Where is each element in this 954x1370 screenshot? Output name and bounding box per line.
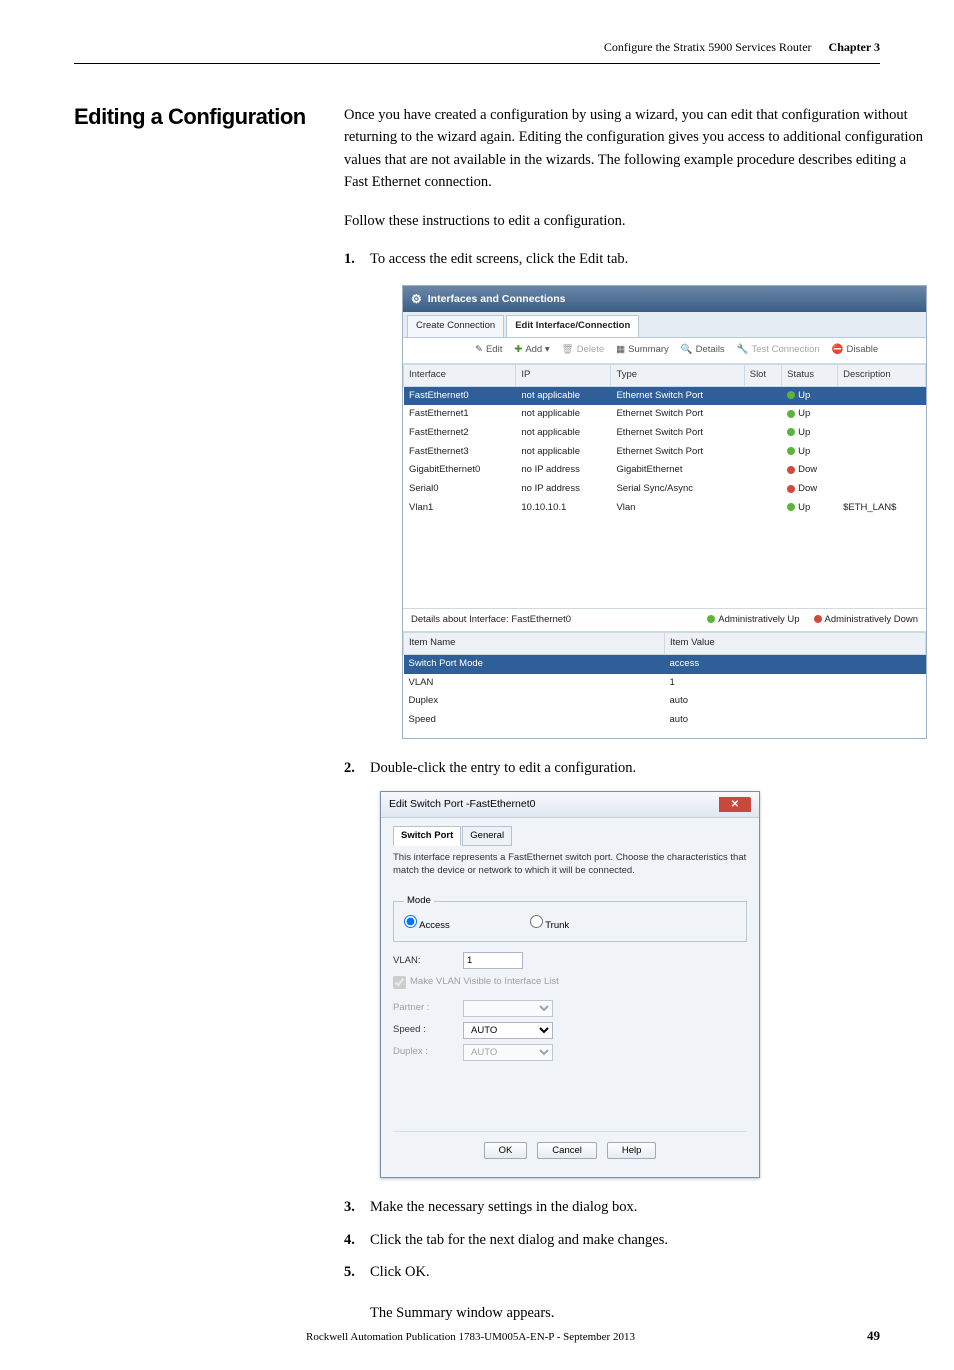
down-dot-icon: [814, 615, 822, 623]
table-row[interactable]: Duplexauto: [404, 692, 926, 711]
test-icon: 🔧: [737, 343, 749, 358]
mode-legend: Mode: [404, 894, 434, 909]
table-row[interactable]: FastEthernet3not applicableEthernet Swit…: [404, 443, 926, 462]
toolbar-delete[interactable]: 🗑Delete: [562, 343, 605, 358]
col-description[interactable]: Description: [838, 364, 926, 386]
table-row[interactable]: VLAN1: [404, 674, 926, 693]
table-row[interactable]: Speedauto: [404, 711, 926, 730]
step-3: Make the necessary settings in the dialo…: [344, 1196, 927, 1218]
make-vlan-visible-row: Make VLAN Visible to Interface List: [393, 975, 747, 990]
radio-trunk[interactable]: Trunk: [530, 915, 569, 934]
col-item-name[interactable]: Item Name: [404, 633, 665, 655]
partner-label: Partner :: [393, 1001, 453, 1016]
legend-up: Administratively Up: [707, 613, 799, 628]
step-3-text: Make the necessary settings in the dialo…: [370, 1199, 637, 1215]
toolbar-disable[interactable]: ⛔Disable: [832, 343, 879, 358]
speed-label: Speed :: [393, 1023, 453, 1038]
make-vlan-visible-label: Make VLAN Visible to Interface List: [410, 975, 559, 990]
page-footer: Rockwell Automation Publication 1783-UM0…: [74, 1328, 880, 1344]
header-section: Configure the Stratix 5900 Services Rout…: [604, 40, 812, 54]
panel-tabs: Create Connection Edit Interface/Connect…: [403, 312, 926, 338]
details-table: Item Name Item Value Switch Port Modeacc…: [403, 632, 926, 730]
toolbar-edit[interactable]: ✎Edit: [475, 343, 502, 358]
table-row[interactable]: Switch Port Modeaccess: [404, 655, 926, 674]
table-row[interactable]: GigabitEthernet0no IP addressGigabitEthe…: [404, 461, 926, 480]
col-status[interactable]: Status: [782, 364, 838, 386]
tab-switch-port[interactable]: Switch Port: [393, 826, 461, 847]
intro-paragraph: Once you have created a configuration by…: [344, 104, 927, 194]
table-row[interactable]: Serial0no IP addressSerial Sync/AsyncDow: [404, 480, 926, 499]
col-ip[interactable]: IP: [516, 364, 611, 386]
panel-title: Interfaces and Connections: [428, 291, 566, 307]
step-5: Click OK.: [344, 1261, 927, 1283]
tab-general[interactable]: General: [462, 826, 512, 847]
duplex-select: AUTO: [463, 1044, 553, 1061]
add-icon: ✚: [514, 343, 522, 358]
details-bar: Details about Interface: FastEthernet0 A…: [403, 608, 926, 633]
make-vlan-visible-checkbox: [393, 976, 406, 989]
panel-titlebar: ⚙ Interfaces and Connections: [403, 286, 926, 313]
col-item-value[interactable]: Item Value: [665, 633, 926, 655]
header-chapter: Chapter 3: [829, 40, 880, 54]
trash-icon: 🗑: [562, 343, 574, 358]
page-number: 49: [867, 1328, 880, 1344]
speed-select[interactable]: AUTO: [463, 1022, 553, 1039]
radio-trunk-input[interactable]: [530, 915, 543, 928]
step-2-text: Double-click the entry to edit a configu…: [370, 760, 636, 776]
page-header: Configure the Stratix 5900 Services Rout…: [74, 40, 880, 64]
dialog-title: Edit Switch Port -FastEthernet0: [389, 796, 535, 812]
edit-icon: ✎: [475, 343, 483, 358]
step-5-text: Click OK.: [370, 1264, 430, 1280]
step-4: Click the tab for the next dialog and ma…: [344, 1229, 927, 1251]
vlan-input[interactable]: [463, 952, 523, 969]
partner-select: [463, 1000, 553, 1017]
follow-paragraph: Follow these instructions to edit a conf…: [344, 210, 927, 232]
radio-access[interactable]: Access: [404, 915, 450, 934]
tab-create-connection[interactable]: Create Connection: [407, 315, 504, 337]
radio-access-input[interactable]: [404, 915, 417, 928]
interfaces-table: Interface IP Type Slot Status Descriptio…: [403, 364, 926, 518]
summary-window-text: The Summary window appears.: [370, 1302, 927, 1324]
close-button[interactable]: ✕: [719, 797, 751, 812]
mode-fieldset: Mode Access Trunk: [393, 894, 747, 942]
cancel-button[interactable]: Cancel: [537, 1142, 597, 1159]
gear-icon: ⚙: [411, 290, 422, 309]
dialog-description: This interface represents a FastEthernet…: [393, 852, 747, 878]
details-icon: 🔍: [681, 343, 693, 358]
vlan-label: VLAN:: [393, 954, 453, 969]
table-row[interactable]: Vlan110.10.10.1VlanUp$ETH_LAN$: [404, 499, 926, 518]
up-dot-icon: [707, 615, 715, 623]
dialog-titlebar: Edit Switch Port -FastEthernet0 ✕: [381, 792, 759, 817]
interfaces-panel: ⚙ Interfaces and Connections Create Conn…: [402, 285, 927, 739]
ok-button[interactable]: OK: [484, 1142, 528, 1159]
toolbar-add[interactable]: ✚Add ▾: [514, 343, 549, 358]
col-type[interactable]: Type: [611, 364, 744, 386]
panel-toolbar: ✎Edit ✚Add ▾ 🗑Delete ▦Summary 🔍Details 🔧…: [403, 338, 926, 364]
legend-down: Administratively Down: [814, 613, 918, 628]
help-button[interactable]: Help: [607, 1142, 657, 1159]
duplex-label: Duplex :: [393, 1045, 453, 1060]
publication-text: Rockwell Automation Publication 1783-UM0…: [74, 1331, 867, 1343]
step-1-text: To access the edit screens, click the Ed…: [370, 251, 628, 267]
step-4-text: Click the tab for the next dialog and ma…: [370, 1232, 668, 1248]
disable-icon: ⛔: [832, 343, 844, 358]
table-row[interactable]: FastEthernet2not applicableEthernet Swit…: [404, 424, 926, 443]
step-2: Double-click the entry to edit a configu…: [344, 757, 927, 1178]
toolbar-summary[interactable]: ▦Summary: [616, 343, 669, 358]
col-slot[interactable]: Slot: [744, 364, 781, 386]
toolbar-test[interactable]: 🔧Test Connection: [737, 343, 820, 358]
section-heading: Editing a Configuration: [74, 104, 314, 130]
table-row[interactable]: FastEthernet0not applicableEthernet Swit…: [404, 386, 926, 405]
details-label: Details about Interface: FastEthernet0: [411, 613, 571, 628]
tab-edit-interface[interactable]: Edit Interface/Connection: [506, 315, 639, 337]
toolbar-details[interactable]: 🔍Details: [681, 343, 725, 358]
step-1: To access the edit screens, click the Ed…: [344, 248, 927, 739]
table-row[interactable]: FastEthernet1not applicableEthernet Swit…: [404, 405, 926, 424]
edit-switch-port-dialog: Edit Switch Port -FastEthernet0 ✕ Switch…: [380, 791, 760, 1178]
col-interface[interactable]: Interface: [404, 364, 516, 386]
summary-icon: ▦: [616, 343, 625, 358]
